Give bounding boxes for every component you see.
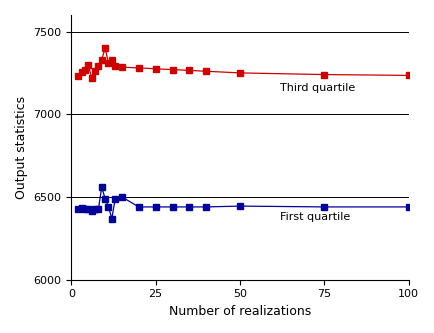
Text: Third quartile: Third quartile xyxy=(280,83,355,93)
Text: First quartile: First quartile xyxy=(280,212,351,222)
Y-axis label: Output statistics: Output statistics xyxy=(15,96,28,199)
X-axis label: Number of realizations: Number of realizations xyxy=(169,305,311,318)
